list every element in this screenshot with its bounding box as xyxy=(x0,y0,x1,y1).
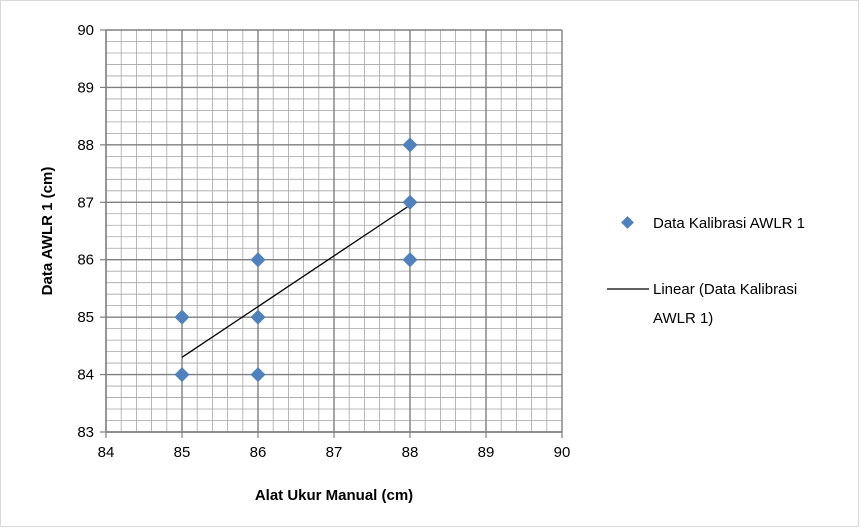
legend-label-series: Data Kalibrasi AWLR 1 xyxy=(653,215,805,232)
y-tick-label: 90 xyxy=(77,22,94,39)
trendline-group xyxy=(181,204,411,358)
data-point-diamond xyxy=(250,309,266,325)
data-point-diamond xyxy=(250,367,266,383)
legend-label-trend-line1: Linear (Data Kalibrasi xyxy=(653,281,797,298)
data-point-diamond xyxy=(250,252,266,268)
data-point-diamond xyxy=(402,194,418,210)
x-tick-label: 85 xyxy=(174,444,191,461)
y-tick-label: 88 xyxy=(77,137,94,154)
axes xyxy=(100,29,563,438)
y-tick-label: 89 xyxy=(77,79,94,96)
trendline xyxy=(181,204,411,358)
data-point-diamond xyxy=(174,367,190,383)
data-point-diamond xyxy=(402,252,418,268)
x-tick-label: 89 xyxy=(478,444,495,461)
x-tick-label: 87 xyxy=(326,444,343,461)
data-point-diamond xyxy=(402,137,418,153)
x-tick-label: 84 xyxy=(98,444,115,461)
y-tick-label: 84 xyxy=(77,367,94,384)
legend-label-trend-line2: AWLR 1) xyxy=(653,310,713,327)
y-axis-title: Data AWLR 1 (cm) xyxy=(39,167,56,296)
x-tick-label: 90 xyxy=(554,444,571,461)
y-tick-label: 85 xyxy=(77,309,94,326)
data-point-diamond xyxy=(174,309,190,325)
major-gridlines xyxy=(105,29,563,433)
data-points xyxy=(174,137,418,383)
legend: Data Kalibrasi AWLR 1 Linear (Data Kalib… xyxy=(607,215,805,327)
legend-marker-diamond xyxy=(621,216,634,229)
y-tick-label: 83 xyxy=(77,424,94,441)
y-tick-label: 87 xyxy=(77,194,94,211)
x-tick-label: 88 xyxy=(402,444,419,461)
y-tick-label: 86 xyxy=(77,252,94,269)
x-tick-label: 86 xyxy=(250,444,267,461)
x-axis-title: Alat Ukur Manual (cm) xyxy=(255,487,413,504)
